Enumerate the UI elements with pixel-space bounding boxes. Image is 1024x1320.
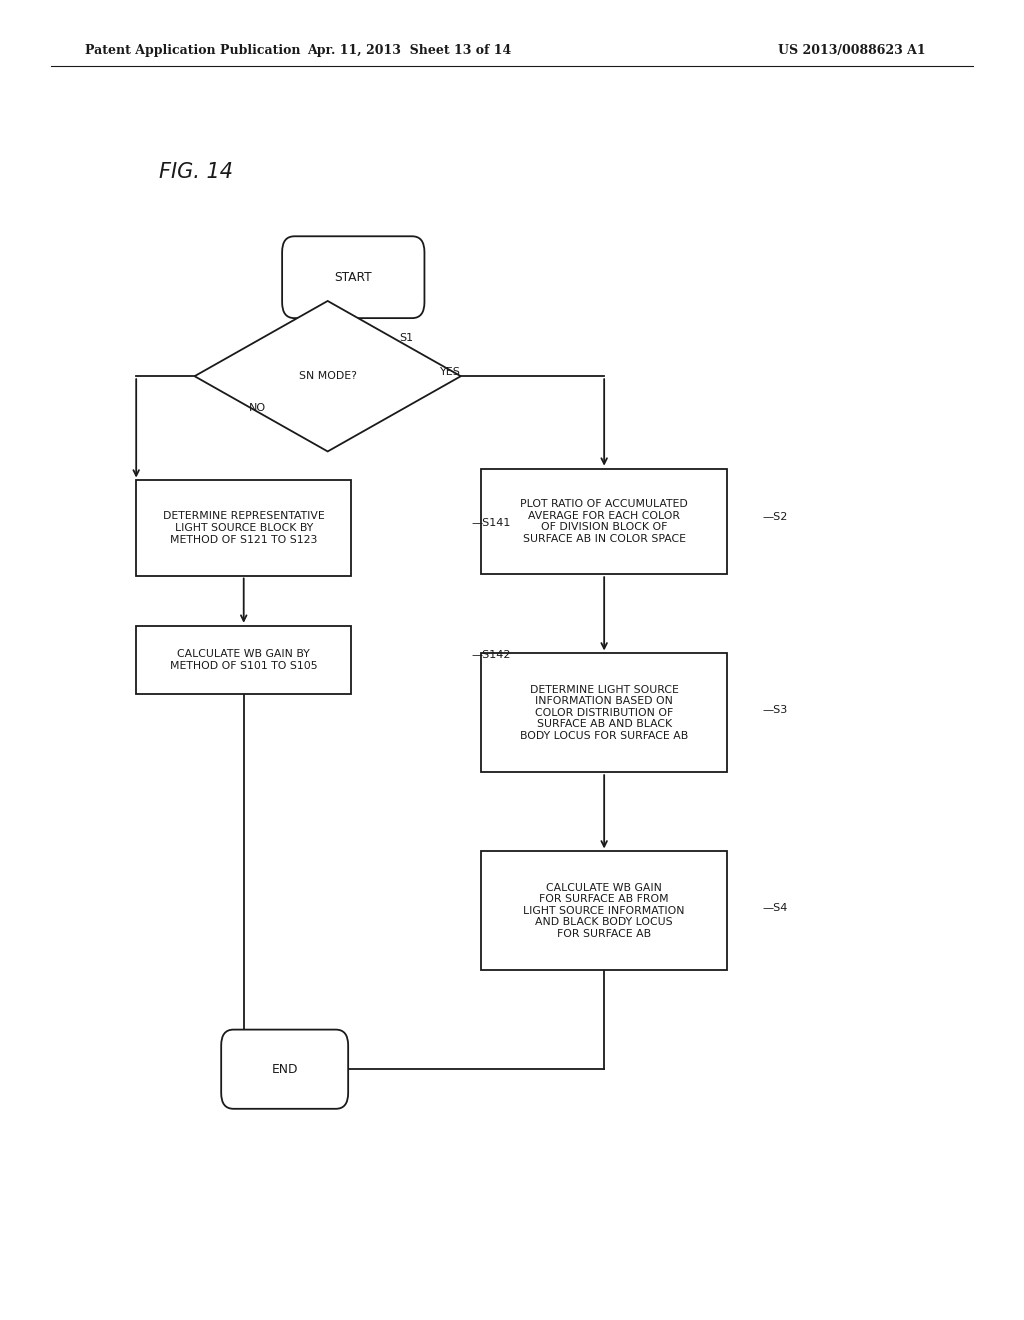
Text: DETERMINE LIGHT SOURCE
INFORMATION BASED ON
COLOR DISTRIBUTION OF
SURFACE AB AND: DETERMINE LIGHT SOURCE INFORMATION BASED…: [520, 685, 688, 741]
Text: CALCULATE WB GAIN BY
METHOD OF S101 TO S105: CALCULATE WB GAIN BY METHOD OF S101 TO S…: [170, 649, 317, 671]
Bar: [136, 480, 351, 576]
Text: —S4: —S4: [763, 903, 788, 913]
Text: CALCULATE WB GAIN
FOR SURFACE AB FROM
LIGHT SOURCE INFORMATION
AND BLACK BODY LO: CALCULATE WB GAIN FOR SURFACE AB FROM LI…: [523, 883, 685, 939]
Text: S1: S1: [399, 333, 414, 343]
Bar: [481, 469, 727, 574]
Text: —S141: —S141: [471, 517, 510, 528]
Text: —S142: —S142: [471, 649, 511, 660]
Text: US 2013/0088623 A1: US 2013/0088623 A1: [778, 44, 926, 57]
Text: Apr. 11, 2013  Sheet 13 of 14: Apr. 11, 2013 Sheet 13 of 14: [307, 44, 512, 57]
Text: —S2: —S2: [763, 512, 788, 523]
Text: SN MODE?: SN MODE?: [299, 371, 356, 381]
Text: —S3: —S3: [763, 705, 788, 715]
FancyBboxPatch shape: [282, 236, 424, 318]
Text: START: START: [335, 271, 372, 284]
FancyBboxPatch shape: [221, 1030, 348, 1109]
Text: NO: NO: [249, 403, 266, 413]
Text: END: END: [271, 1063, 298, 1076]
Polygon shape: [195, 301, 461, 451]
Text: PLOT RATIO OF ACCUMULATED
AVERAGE FOR EACH COLOR
OF DIVISION BLOCK OF
SURFACE AB: PLOT RATIO OF ACCUMULATED AVERAGE FOR EA…: [520, 499, 688, 544]
Text: YES: YES: [440, 367, 461, 378]
Text: Patent Application Publication: Patent Application Publication: [85, 44, 300, 57]
Bar: [136, 626, 351, 694]
Bar: [481, 851, 727, 970]
Text: DETERMINE REPRESENTATIVE
LIGHT SOURCE BLOCK BY
METHOD OF S121 TO S123: DETERMINE REPRESENTATIVE LIGHT SOURCE BL…: [163, 511, 325, 545]
Text: FIG. 14: FIG. 14: [159, 161, 232, 182]
Bar: [481, 653, 727, 772]
